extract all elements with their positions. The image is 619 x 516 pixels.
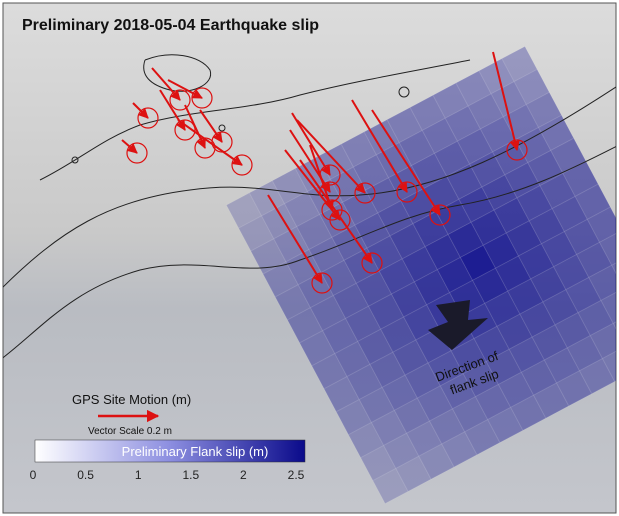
- slip-cell: [501, 45, 538, 83]
- colorbar-tick-label: 1: [135, 468, 142, 482]
- slip-cell: [335, 398, 373, 436]
- colorbar: [34, 439, 306, 463]
- slip-cell: [428, 408, 466, 445]
- colorbar-tick-label: 2: [240, 468, 247, 482]
- gps-vector: [151, 67, 181, 101]
- slip-cell: [260, 202, 298, 240]
- slip-cell: [271, 167, 309, 205]
- slip-cell: [566, 334, 604, 372]
- slip-cell: [360, 444, 397, 482]
- slip-cell: [250, 238, 287, 275]
- slip-cell: [237, 215, 275, 252]
- gps-error-ellipse: [137, 107, 159, 129]
- slip-cell: [395, 455, 432, 493]
- slip-cell: [283, 190, 321, 228]
- vector-scale: Vector Scale 0.2 m: [88, 426, 172, 437]
- gps-vector: [351, 99, 408, 193]
- slip-cell: [370, 409, 408, 447]
- slip-cell: [274, 284, 312, 321]
- legend-label: GPS Site Motion (m): [72, 392, 191, 407]
- gps-error-ellipse: [506, 139, 528, 161]
- slip-cell: [347, 421, 385, 459]
- slip-cell: [601, 345, 616, 383]
- slip-cell: [441, 431, 478, 468]
- gps-vectors: [121, 51, 528, 294]
- slip-cell: [225, 192, 263, 229]
- slip-cell: [487, 406, 524, 444]
- slip-cell: [513, 68, 550, 106]
- gps-vector: [296, 119, 366, 194]
- colorbar-tick-label: 1.5: [182, 468, 199, 482]
- colorbar-tick-label: 0.5: [77, 468, 94, 482]
- slip-cell: [311, 352, 348, 390]
- slip-cell: [262, 261, 299, 298]
- gps-vector: [184, 104, 206, 149]
- gps-vector: [267, 194, 323, 284]
- slip-grid: [225, 45, 616, 505]
- gps-vector: [492, 51, 520, 151]
- gps-vector: [121, 139, 138, 154]
- colorbar-tick-label: 0: [30, 468, 37, 482]
- slip-cell: [418, 443, 455, 480]
- gps-vector: [167, 79, 203, 99]
- slip-cell: [323, 375, 360, 413]
- gps-vector: [132, 102, 149, 119]
- slip-direction-arrow: [428, 300, 488, 350]
- slip-cell: [598, 229, 616, 266]
- slip-cell: [532, 382, 570, 419]
- gps-vector: [199, 109, 223, 143]
- slip-cell: [589, 322, 616, 360]
- slip-cell: [555, 370, 593, 407]
- slip-cells: [225, 45, 616, 505]
- colorbar-ticks: 0 0.5 1 1.5 2 2.5: [30, 468, 305, 482]
- gps-vector: [291, 112, 331, 176]
- gps-vector: [371, 109, 441, 216]
- slip-cell: [405, 420, 443, 457]
- gps-vector: [309, 144, 334, 211]
- slip-cell: [600, 287, 616, 325]
- gps-vector: [177, 119, 243, 166]
- colorbar-tick-label: 2.5: [288, 468, 305, 482]
- slip-cell: [464, 418, 501, 456]
- coastlines: [3, 54, 616, 359]
- title: Preliminary 2018-05-04 Earthquake slip: [22, 17, 319, 34]
- slip-cell: [455, 70, 492, 107]
- slip-cell: [578, 357, 616, 395]
- slip-cell: [509, 394, 547, 431]
- slip-cell: [286, 307, 324, 344]
- slip-cell: [273, 225, 310, 263]
- gps-error-ellipse: [354, 182, 376, 204]
- slip-cell: [382, 432, 420, 470]
- slip-cell: [372, 467, 409, 505]
- colorbar-label: Preliminary Flank slip (m): [122, 444, 269, 459]
- gps-vector: [299, 159, 373, 264]
- gps-vector: [159, 89, 186, 131]
